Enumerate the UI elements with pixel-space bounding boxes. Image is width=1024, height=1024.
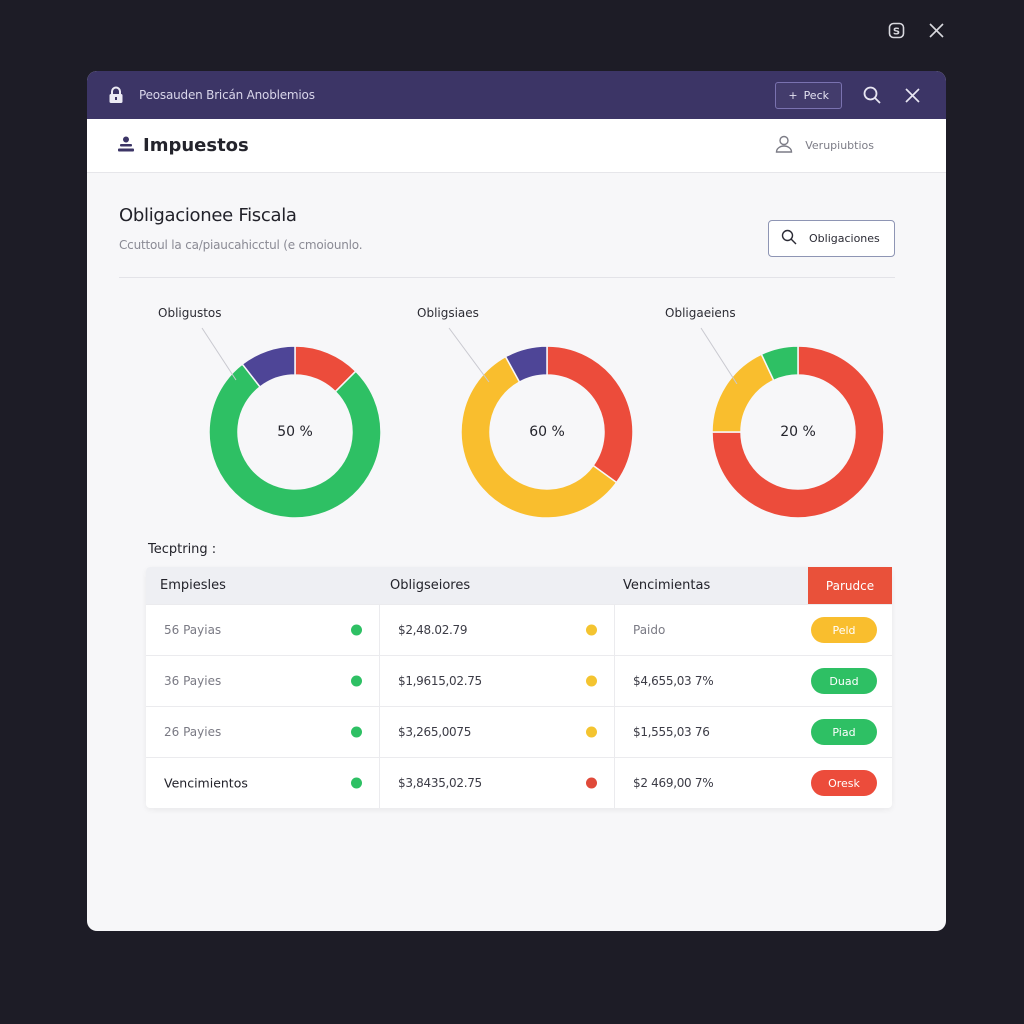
search-icon xyxy=(781,229,797,248)
chart-title: Obligsiaes xyxy=(417,306,479,320)
status-dot xyxy=(351,675,362,687)
app-title: Impuestos xyxy=(143,135,249,156)
app-window: Peosauden Bricán Anoblemios + Peck Impue… xyxy=(87,71,946,931)
cell-text: $3,265,0075 xyxy=(398,725,472,739)
cell-taxes: 26 Payies xyxy=(146,707,380,757)
cell-text: 56 Payias xyxy=(164,623,222,637)
status-dot xyxy=(586,726,597,738)
s-badge-icon[interactable]: S xyxy=(886,20,906,40)
table-row[interactable]: 56 Payias $2,48.02.79 Paido Peld xyxy=(146,604,892,655)
user-label: Verupiubtios xyxy=(805,139,874,152)
donut-slice[interactable] xyxy=(241,345,296,389)
table-caption: Tecptring : xyxy=(148,542,217,557)
status-dot xyxy=(586,624,597,636)
donut-slice[interactable] xyxy=(504,345,548,384)
titlebar: Peosauden Bricán Anoblemios + Peck xyxy=(87,71,946,119)
donut-graphic[interactable] xyxy=(459,344,635,520)
donut-slice[interactable] xyxy=(208,362,382,519)
cell-text: $2,48.02.79 xyxy=(398,623,468,637)
donut-graphic[interactable] xyxy=(710,344,886,520)
table-row[interactable]: Vencimientos $3,8435,02.75 $2 469,00 7% … xyxy=(146,757,892,808)
svg-text:S: S xyxy=(892,26,899,37)
cell-text: 36 Payies xyxy=(164,674,222,688)
column-header[interactable]: Empiesles xyxy=(160,578,226,593)
cell-text: $2 469,00 7% xyxy=(633,776,714,790)
window-title: Peosauden Bricán Anoblemios xyxy=(139,88,315,102)
cell-text: Vencimientos xyxy=(164,775,248,791)
add-button-label: Peck xyxy=(803,88,829,102)
chart-center-value: 60 % xyxy=(529,424,565,440)
leader-line xyxy=(700,327,738,384)
cell-due: $1,555,03 76 Piad xyxy=(615,707,892,757)
stack-icon xyxy=(117,136,135,156)
table-row[interactable]: 26 Payies $3,265,0075 $1,555,03 76 Piad xyxy=(146,706,892,757)
action-header-button[interactable]: Parudce xyxy=(808,567,892,604)
app-header: Impuestos Verupiubtios xyxy=(87,119,946,173)
column-header[interactable]: Vencimientas xyxy=(623,578,711,593)
main-content: Obligacionee Fiscala Ccuttoul la ca/piau… xyxy=(87,173,946,808)
table-body: 56 Payias $2,48.02.79 Paido Peld 36 Payi… xyxy=(146,604,892,808)
donut-chart-1: Obligustos 50 % xyxy=(158,278,388,528)
cell-obligations: $3,8435,02.75 xyxy=(380,758,615,808)
section-header: Obligacionee Fiscala Ccuttoul la ca/piau… xyxy=(119,205,895,278)
cell-due: $2 469,00 7% Oresk xyxy=(615,758,892,808)
table-row[interactable]: 36 Payies $1,9615,02.75 $4,655,03 7% Dua… xyxy=(146,655,892,706)
status-dot xyxy=(351,726,362,738)
close-icon[interactable] xyxy=(894,77,930,113)
status-badge[interactable]: Oresk xyxy=(811,770,877,796)
cell-text: $3,8435,02.75 xyxy=(398,776,482,790)
cell-text: 26 Payies xyxy=(164,725,222,739)
status-badge[interactable]: Piad xyxy=(811,719,877,745)
chart-center-value: 20 % xyxy=(780,424,816,440)
obligations-search-button[interactable]: Obligaciones xyxy=(768,220,895,257)
cell-due: $4,655,03 7% Duad xyxy=(615,656,892,706)
status-dot xyxy=(351,624,362,636)
plus-icon: + xyxy=(788,88,798,102)
chart-center-value: 50 % xyxy=(277,424,313,440)
cell-obligations: $2,48.02.79 xyxy=(380,605,615,655)
donut-chart-3: Obligaeiens 20 % xyxy=(665,278,895,528)
chart-title: Obligaeiens xyxy=(665,306,736,320)
donut-slice[interactable] xyxy=(760,345,799,382)
status-dot xyxy=(586,675,597,687)
chart-title: Obligustos xyxy=(158,306,222,320)
status-dot xyxy=(351,777,362,789)
add-button[interactable]: + Peck xyxy=(775,81,842,109)
search-button-label: Obligaciones xyxy=(809,232,880,245)
cell-obligations: $1,9615,02.75 xyxy=(380,656,615,706)
search-icon[interactable] xyxy=(854,77,890,113)
status-dot xyxy=(586,777,597,789)
obligations-table: Empiesles Obligseiores Vencimientas Paru… xyxy=(146,567,892,808)
lock-icon xyxy=(107,86,125,104)
cell-text: $1,555,03 76 xyxy=(633,725,710,739)
cell-text: $1,9615,02.75 xyxy=(398,674,482,688)
user-icon xyxy=(775,135,793,156)
page-title: Obligacionee Fiscala xyxy=(119,205,297,226)
donut-graphic[interactable] xyxy=(207,344,383,520)
donut-slice[interactable] xyxy=(546,345,634,484)
user-menu[interactable]: Verupiubtios xyxy=(775,135,874,156)
status-badge[interactable]: Peld xyxy=(811,617,877,643)
page-subtitle: Ccuttoul la ca/piaucahicctul (e cmoiounl… xyxy=(119,238,363,252)
cell-obligations: $3,265,0075 xyxy=(380,707,615,757)
donut-chart-2: Obligsiaes 60 % xyxy=(417,278,647,528)
donut-slice[interactable] xyxy=(460,355,618,519)
cell-text: $4,655,03 7% xyxy=(633,674,714,688)
leader-line xyxy=(201,327,237,381)
cell-taxes: 56 Payias xyxy=(146,605,380,655)
cell-taxes: Vencimientos xyxy=(146,758,380,808)
os-window-controls: S xyxy=(886,20,946,40)
table-header: Empiesles Obligseiores Vencimientas Paru… xyxy=(146,567,892,604)
column-header[interactable]: Obligseiores xyxy=(390,578,471,593)
donut-charts: Obligustos 50 % Obligsiaes 60 % Obligaei… xyxy=(119,278,895,528)
cell-taxes: 36 Payies xyxy=(146,656,380,706)
status-badge[interactable]: Duad xyxy=(811,668,877,694)
donut-slice[interactable] xyxy=(711,345,885,519)
leader-line xyxy=(448,327,490,383)
cell-due: Paido Peld xyxy=(615,605,892,655)
close-icon[interactable] xyxy=(926,20,946,40)
cell-text: Paido xyxy=(633,623,666,637)
